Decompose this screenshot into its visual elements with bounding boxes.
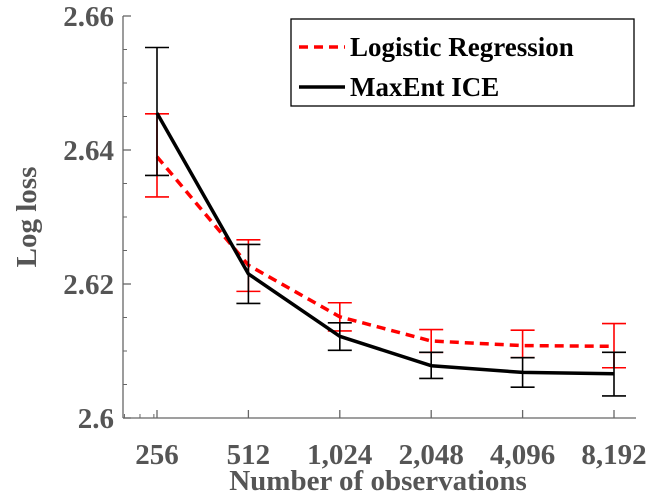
series-logistic-regression bbox=[145, 113, 626, 369]
y-tick-label: 2.6 bbox=[78, 403, 114, 435]
series-line bbox=[155, 112, 615, 376]
x-axis-title: Number of observations bbox=[229, 465, 527, 497]
x-tick-label: 8,192 bbox=[581, 439, 646, 471]
y-axis-title: Log loss bbox=[11, 167, 43, 268]
legend-label-maxent-ice: MaxEnt ICE bbox=[350, 72, 499, 102]
y-tick-label: 2.66 bbox=[63, 1, 114, 33]
y-tick-label: 2.64 bbox=[63, 135, 114, 167]
legend-label-logistic-regression: Logistic Regression bbox=[350, 32, 574, 62]
x-tick-label: 512 bbox=[227, 439, 271, 471]
legend: Logistic Regression MaxEnt ICE bbox=[290, 18, 635, 107]
legend-box bbox=[290, 18, 635, 107]
x-tick-label: 1,024 bbox=[307, 439, 372, 471]
x-tick-label: 2,048 bbox=[399, 439, 464, 471]
y-ticks: 2.6 2.62 2.64 2.66 bbox=[63, 1, 131, 435]
x-tick-label: 4,096 bbox=[490, 439, 555, 471]
series-layer bbox=[145, 46, 626, 397]
x-ticks: 256 512 1,024 2,048 4,096 8,192 bbox=[123, 410, 647, 471]
x-tick-label: 256 bbox=[135, 439, 179, 471]
series-line bbox=[155, 155, 615, 349]
series-maxent-ice bbox=[145, 46, 626, 397]
y-tick-label: 2.62 bbox=[63, 269, 114, 301]
